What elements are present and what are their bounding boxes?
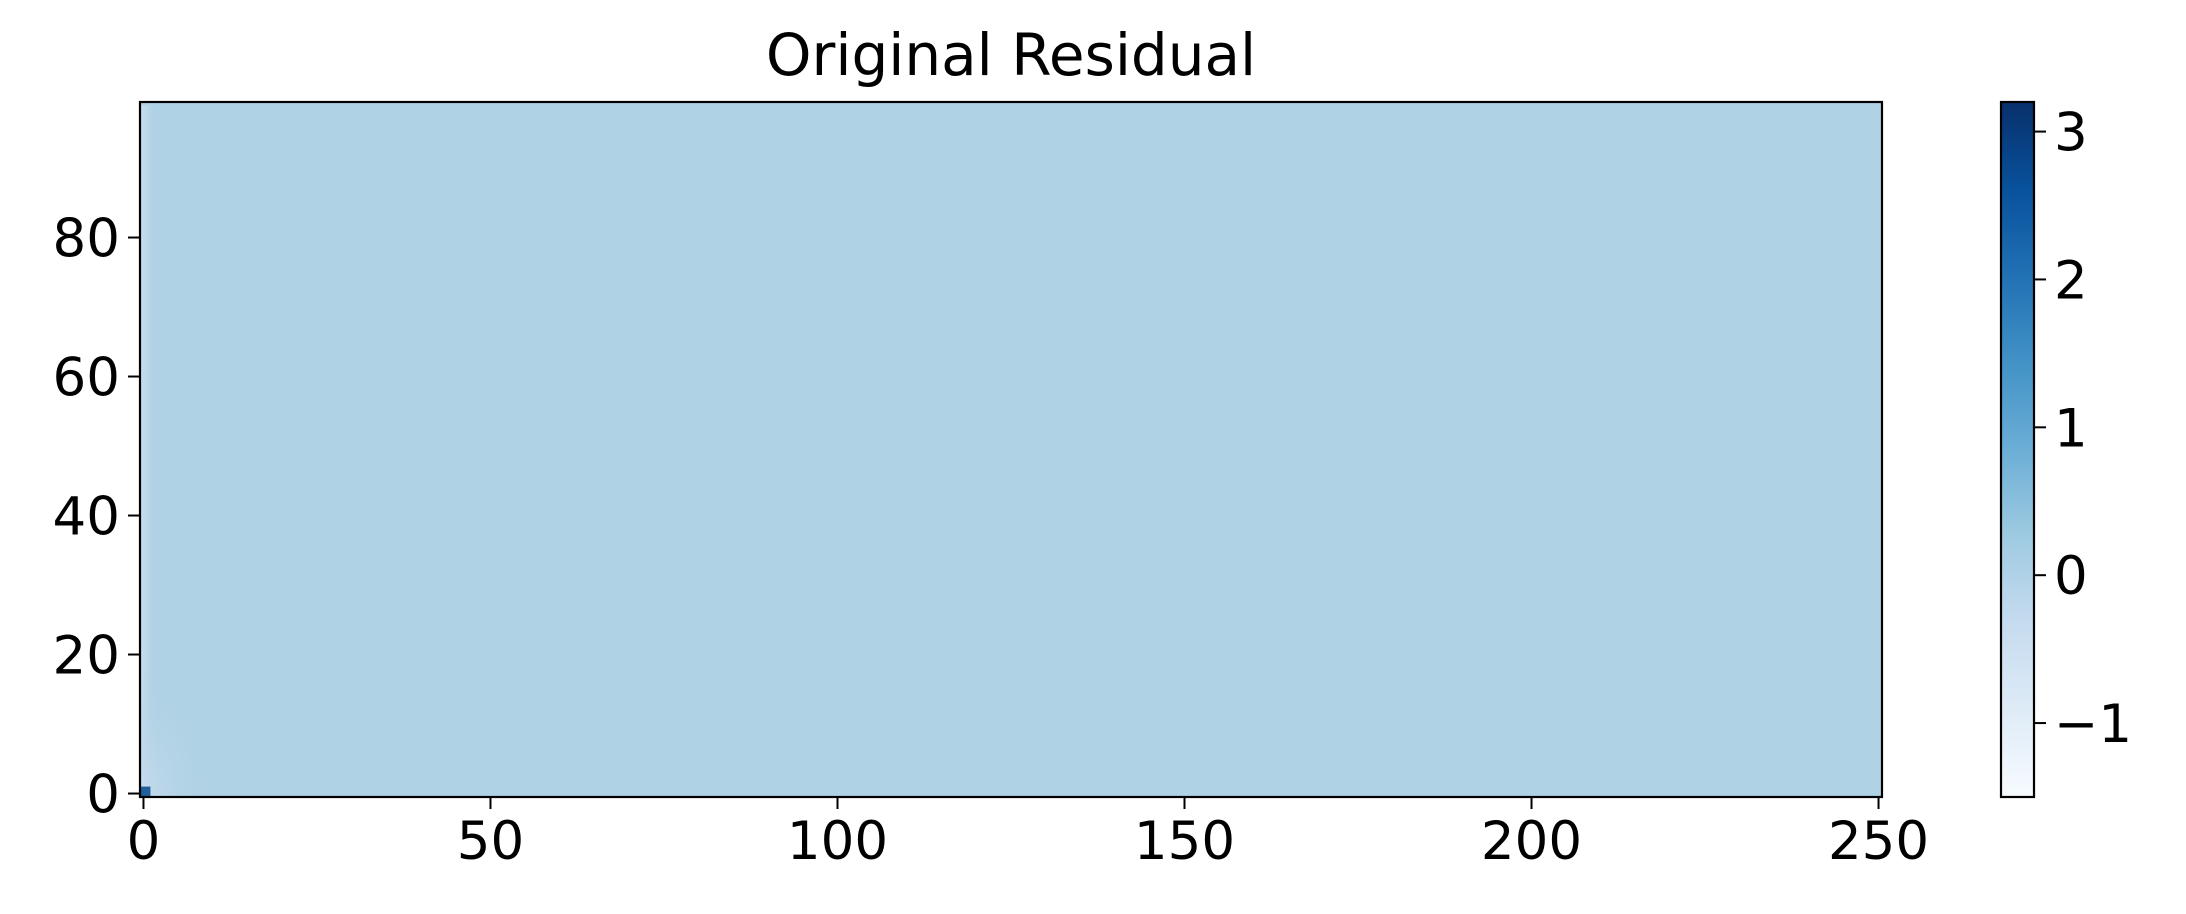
x-axis: 0 50 100 150 200 250 (127, 797, 1929, 872)
heatmap-left-edge (140, 105, 158, 794)
y-tick-label: 60 (53, 348, 120, 409)
colorbar: −1 0 1 2 3 (1999, 100, 2132, 799)
heatmap-field (140, 102, 1882, 797)
heatmap-origin-region (140, 668, 213, 797)
y-axis: 0 20 40 60 80 (53, 209, 140, 826)
x-tick-label: 150 (1134, 811, 1235, 872)
chart-title: Original Residual (766, 21, 1256, 89)
colorbar-tick-label: 3 (2054, 103, 2088, 164)
plot-frame (138, 100, 1884, 799)
x-tick-label: 0 (127, 811, 161, 872)
colorbar-gradient (1999, 100, 2036, 799)
heatmap-corner-cell (140, 786, 151, 797)
x-tick-label: 100 (787, 811, 888, 872)
y-tick-label: 80 (53, 209, 120, 270)
y-tick-label: 0 (86, 765, 120, 826)
heatmap-area (138, 100, 1884, 799)
colorbar-tick-label: 0 (2054, 546, 2088, 607)
x-tick-label: 50 (457, 811, 524, 872)
y-tick-label: 20 (53, 626, 120, 687)
colorbar-tick-label: 1 (2054, 398, 2088, 459)
colorbar-tick-label: −1 (2054, 694, 2132, 755)
y-tick-label: 40 (53, 487, 120, 548)
x-tick-label: 250 (1828, 811, 1929, 872)
colorbar-tick-label: 2 (2054, 250, 2088, 311)
x-tick-label: 200 (1481, 811, 1582, 872)
